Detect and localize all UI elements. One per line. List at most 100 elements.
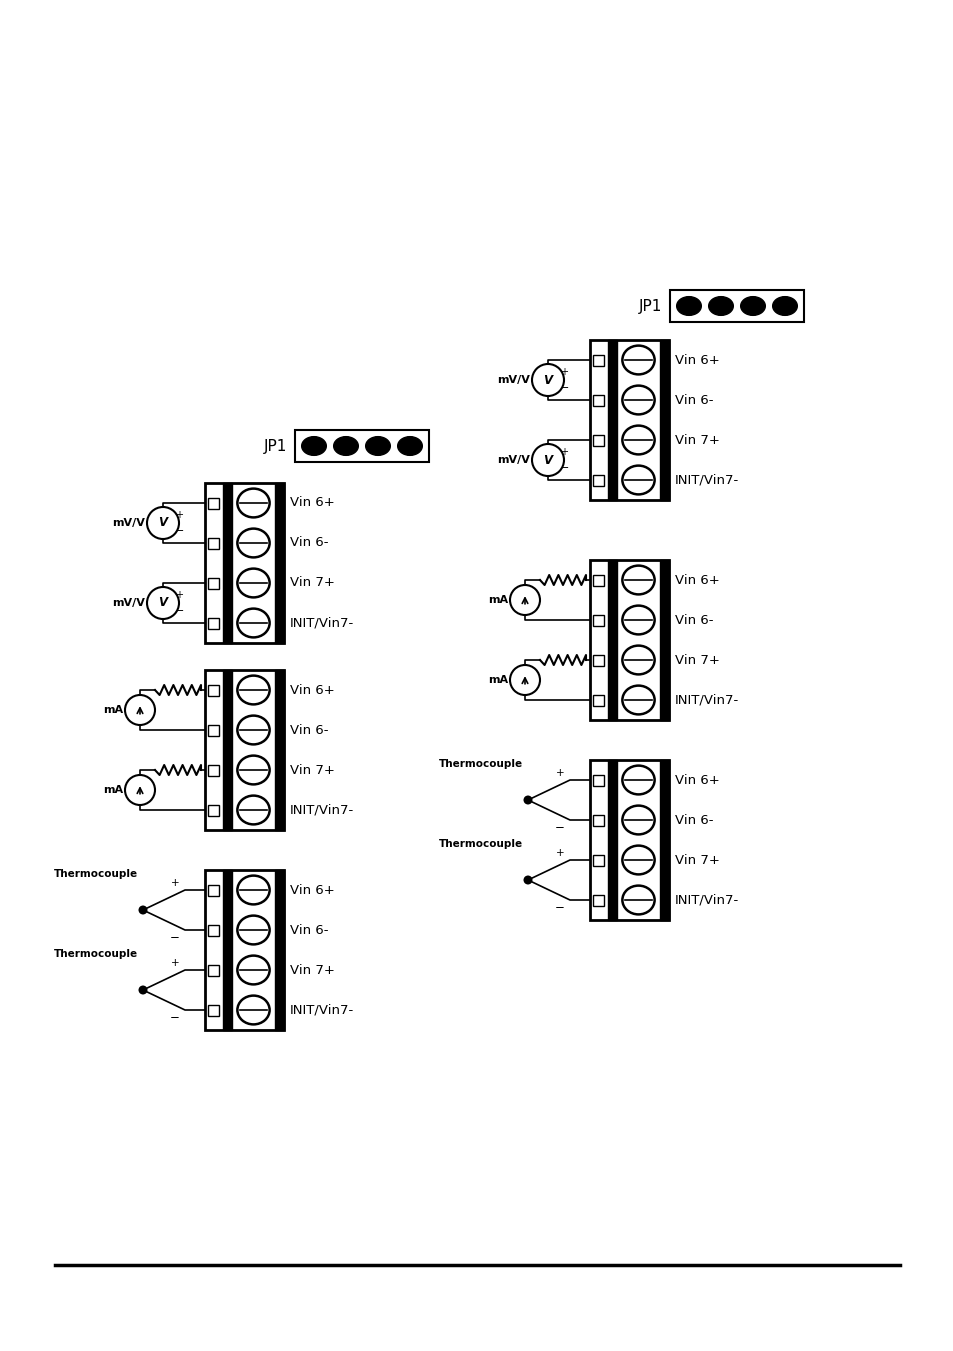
Ellipse shape: [708, 297, 733, 315]
Text: Vin 6-: Vin 6-: [290, 536, 328, 550]
Text: mA: mA: [487, 676, 507, 685]
Bar: [607, 561, 617, 720]
Text: −: −: [559, 463, 569, 473]
Ellipse shape: [365, 436, 390, 455]
Text: INIT/Vin7-: INIT/Vin7-: [290, 1004, 354, 1016]
Circle shape: [510, 585, 539, 615]
Bar: [205, 870, 284, 1029]
Circle shape: [147, 507, 179, 539]
Text: Thermocouple: Thermocouple: [53, 948, 138, 959]
Text: Vin 7+: Vin 7+: [290, 577, 335, 589]
Text: Vin 7+: Vin 7+: [290, 963, 335, 977]
Text: Vin 7+: Vin 7+: [290, 763, 335, 777]
Bar: [208, 577, 219, 589]
Circle shape: [510, 665, 539, 694]
Text: +: +: [555, 848, 564, 858]
Text: +: +: [174, 509, 183, 520]
Text: Vin 6-: Vin 6-: [675, 813, 713, 827]
Text: Thermocouple: Thermocouple: [438, 839, 522, 848]
Text: −: −: [525, 604, 535, 613]
Circle shape: [532, 363, 563, 396]
Text: −: −: [555, 901, 564, 913]
Bar: [593, 774, 603, 785]
Ellipse shape: [772, 297, 797, 315]
Bar: [593, 815, 603, 825]
Bar: [593, 354, 603, 366]
Bar: [593, 394, 603, 405]
Text: Vin 6-: Vin 6-: [675, 393, 713, 407]
Bar: [593, 694, 603, 705]
Bar: [659, 340, 668, 500]
Text: INIT/Vin7-: INIT/Vin7-: [290, 804, 354, 816]
Text: JP1: JP1: [638, 299, 661, 313]
Text: Vin 6+: Vin 6+: [675, 574, 719, 586]
Text: Vin 6-: Vin 6-: [290, 724, 328, 736]
Ellipse shape: [676, 297, 700, 315]
Bar: [274, 870, 284, 1029]
Circle shape: [125, 694, 154, 725]
Circle shape: [125, 775, 154, 805]
Text: Thermocouple: Thermocouple: [53, 869, 138, 880]
Text: +: +: [555, 767, 564, 778]
Bar: [208, 924, 219, 935]
Ellipse shape: [334, 436, 358, 455]
Bar: [593, 474, 603, 485]
Text: INIT/Vin7-: INIT/Vin7-: [290, 616, 354, 630]
Bar: [208, 538, 219, 549]
Bar: [659, 761, 668, 920]
Bar: [208, 724, 219, 735]
Bar: [593, 654, 603, 666]
Text: INIT/Vin7-: INIT/Vin7-: [675, 893, 739, 907]
Text: Thermocouple: Thermocouple: [438, 759, 522, 769]
Text: INIT/Vin7-: INIT/Vin7-: [675, 473, 739, 486]
Text: Vin 6-: Vin 6-: [675, 613, 713, 627]
Bar: [208, 497, 219, 508]
Text: −: −: [141, 794, 151, 804]
Text: mV/V: mV/V: [112, 598, 145, 608]
Bar: [208, 804, 219, 816]
Text: JP1: JP1: [263, 439, 287, 454]
Bar: [223, 484, 232, 643]
Text: +: +: [171, 958, 179, 969]
Text: Vin 6+: Vin 6+: [290, 497, 335, 509]
Circle shape: [523, 875, 532, 885]
Bar: [659, 561, 668, 720]
Ellipse shape: [301, 436, 326, 455]
Text: −: −: [174, 526, 184, 536]
Text: +: +: [525, 666, 534, 676]
Bar: [593, 894, 603, 905]
Circle shape: [523, 796, 532, 804]
Text: +: +: [141, 775, 149, 786]
Circle shape: [532, 444, 563, 476]
Bar: [274, 484, 284, 643]
Text: −: −: [555, 820, 564, 834]
Bar: [593, 435, 603, 446]
Text: Vin 7+: Vin 7+: [675, 434, 720, 446]
Circle shape: [138, 905, 148, 915]
Text: Vin 7+: Vin 7+: [675, 654, 720, 666]
Text: Vin 6+: Vin 6+: [290, 884, 335, 897]
Text: mA: mA: [103, 705, 123, 715]
Text: V: V: [158, 516, 168, 530]
Bar: [589, 761, 668, 920]
Ellipse shape: [740, 297, 764, 315]
Bar: [593, 574, 603, 585]
Text: Vin 6+: Vin 6+: [675, 774, 719, 786]
Text: mV/V: mV/V: [112, 517, 145, 528]
Text: Vin 7+: Vin 7+: [675, 854, 720, 866]
Text: Vin 6-: Vin 6-: [290, 924, 328, 936]
Bar: [208, 685, 219, 696]
Text: mA: mA: [103, 785, 123, 794]
Text: −: −: [141, 713, 151, 724]
Bar: [274, 670, 284, 830]
Bar: [607, 761, 617, 920]
Text: −: −: [559, 382, 569, 393]
Text: +: +: [559, 367, 567, 377]
Bar: [223, 870, 232, 1029]
Text: +: +: [141, 696, 149, 707]
Text: INIT/Vin7-: INIT/Vin7-: [675, 693, 739, 707]
Text: +: +: [171, 878, 179, 888]
Bar: [294, 430, 429, 462]
Text: V: V: [158, 597, 168, 609]
Bar: [205, 670, 284, 830]
